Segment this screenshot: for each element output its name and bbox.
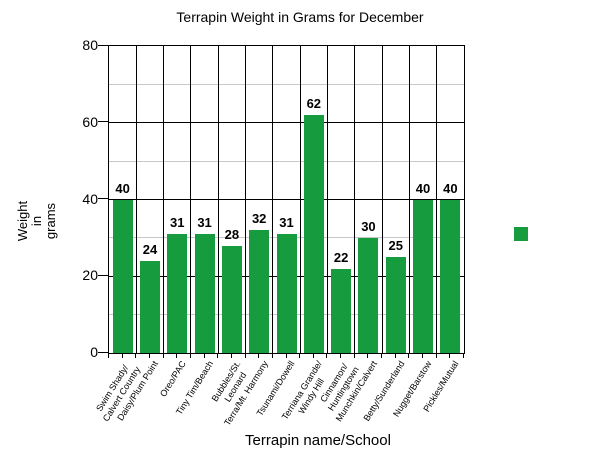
x-tick-mark <box>271 353 273 358</box>
x-tick-mark <box>162 353 164 358</box>
plot-area: 40 24 31 31 28 32 31 62 22 30 25 40 40 <box>108 45 465 354</box>
bar <box>358 237 379 353</box>
y-tick-mark <box>98 44 108 46</box>
y-axis-title-line: grams <box>43 202 58 240</box>
y-axis-title-line: Weight <box>15 200 30 242</box>
x-tick-mark <box>176 353 178 358</box>
chart-title: Terrapin Weight in Grams for December <box>176 9 424 25</box>
x-tick-mark <box>203 353 205 358</box>
x-tick-mark <box>217 353 219 358</box>
y-tick-label: 40 <box>82 190 98 207</box>
y-tick-mark <box>98 351 108 353</box>
bar-value-label: 31 <box>170 215 185 231</box>
bar-value-label: 22 <box>333 249 349 265</box>
x-tick-mark <box>312 353 314 358</box>
y-axis-title-line: in <box>29 215 44 227</box>
x-tick-mark <box>340 353 342 358</box>
y-tick-label: 60 <box>82 113 98 130</box>
gridline-vertical <box>326 46 328 353</box>
bar-value-label: 28 <box>224 226 240 242</box>
gridline-vertical <box>217 46 219 353</box>
gridline-vertical <box>163 46 165 353</box>
x-tick-mark <box>326 353 328 358</box>
x-tick-mark <box>394 353 396 358</box>
bar-value-label: 32 <box>251 211 267 227</box>
gridline-vertical <box>381 46 383 353</box>
bar-value-label: 40 <box>415 180 431 196</box>
gridline-vertical <box>436 46 438 353</box>
bar-value-label: 25 <box>388 238 403 254</box>
bar-value-label: 31 <box>197 215 212 231</box>
x-tick-mark <box>353 353 355 358</box>
x-tick-mark <box>449 353 451 358</box>
x-tick-mark <box>230 353 232 358</box>
bar-value-label: 30 <box>361 218 376 234</box>
y-tick-label: 0 <box>90 344 98 360</box>
bar-value-label: 24 <box>142 241 158 257</box>
bar <box>331 268 352 353</box>
gridline-vertical <box>135 46 137 353</box>
x-tick-mark <box>381 353 383 358</box>
gridline-vertical <box>245 46 247 353</box>
x-tick-mark <box>258 353 260 358</box>
bar <box>249 230 270 353</box>
gridline-vertical <box>408 46 410 353</box>
x-tick-mark <box>135 353 137 358</box>
x-tick-mark <box>408 353 410 358</box>
y-axis-title: Weight in grams <box>15 198 60 244</box>
bar <box>139 260 160 353</box>
gridline-vertical <box>354 46 356 353</box>
bar <box>194 234 215 353</box>
x-tick-mark <box>285 353 287 358</box>
x-tick-mark <box>367 353 369 358</box>
legend-swatch <box>514 227 528 241</box>
x-tick-mark <box>108 353 109 358</box>
gridline-minor <box>109 83 464 85</box>
category-label: Oreo/PAC <box>157 359 188 399</box>
x-axis-title: Terrapin name/School <box>245 432 391 449</box>
y-tick-mark <box>98 198 108 199</box>
x-tick-mark <box>244 353 246 358</box>
y-tick-mark <box>98 274 108 276</box>
bar-value-label: 40 <box>443 180 458 196</box>
gridline-vertical <box>272 46 274 353</box>
bar <box>303 115 324 353</box>
x-tick-mark <box>148 353 150 358</box>
gridline-major <box>109 199 464 200</box>
x-tick-mark <box>463 353 464 358</box>
bar <box>167 234 188 353</box>
bar-value-label: 31 <box>279 215 294 231</box>
x-tick-mark <box>435 353 437 358</box>
gridline-vertical <box>190 46 192 353</box>
x-tick-mark <box>189 353 191 358</box>
x-tick-mark <box>121 353 123 358</box>
y-tick-mark <box>98 121 108 123</box>
bar <box>276 234 297 353</box>
bar <box>112 199 133 353</box>
bar <box>221 245 242 353</box>
x-tick-mark <box>299 353 301 358</box>
x-tick-mark <box>422 353 424 358</box>
gridline-major <box>109 122 464 124</box>
bar-value-label: 62 <box>306 96 322 112</box>
bar <box>413 199 434 353</box>
y-tick-label: 20 <box>82 267 98 284</box>
y-tick-label: 80 <box>82 37 98 53</box>
bar <box>440 199 461 353</box>
gridline-vertical <box>299 46 301 353</box>
bar <box>385 257 406 353</box>
bar-value-label: 40 <box>115 180 130 196</box>
gridline-minor <box>109 160 464 162</box>
